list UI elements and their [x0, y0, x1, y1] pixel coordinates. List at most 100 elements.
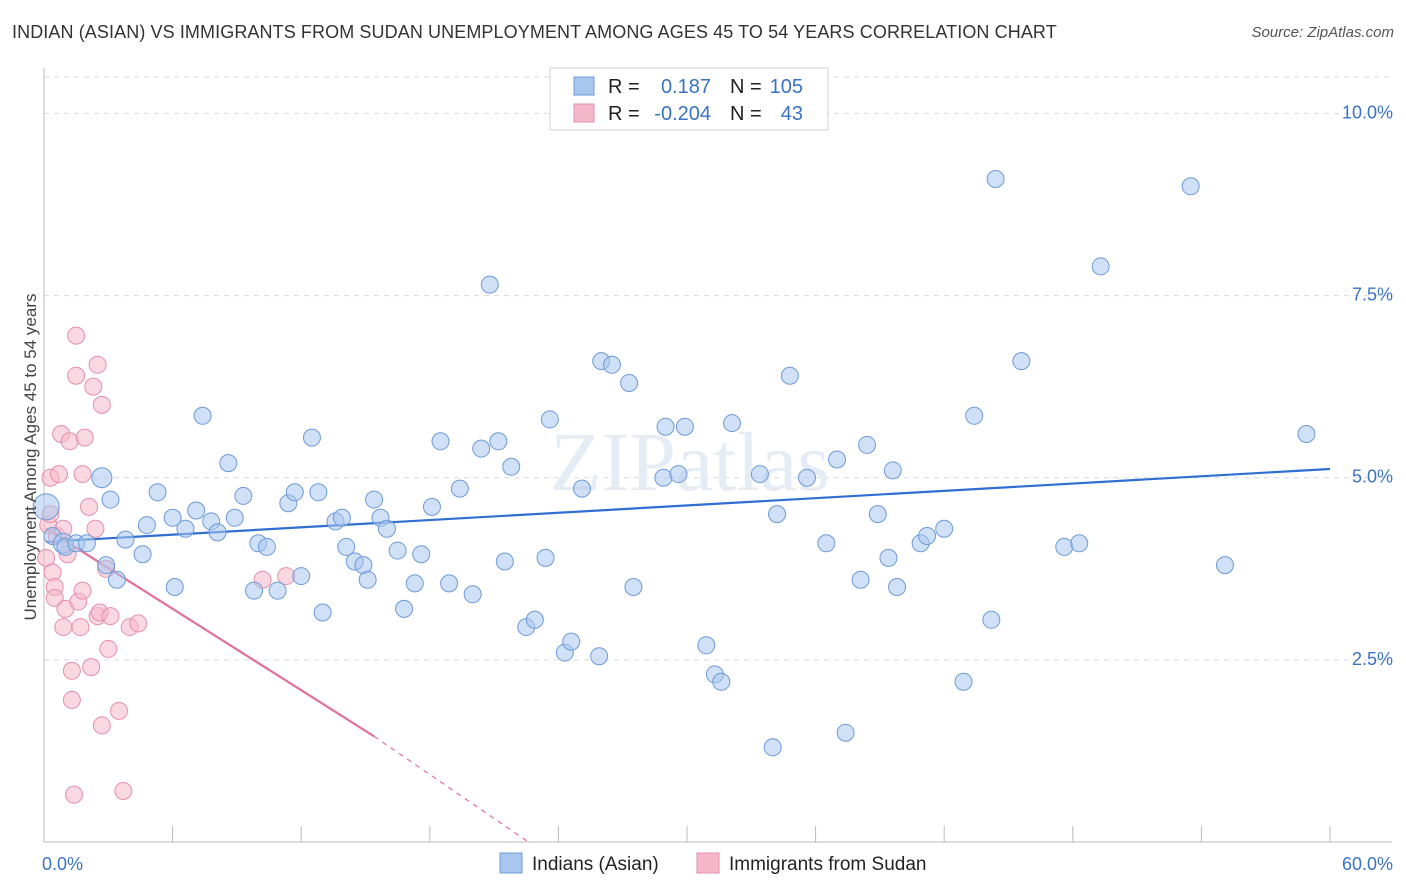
sudan-point-23 — [73, 581, 92, 600]
indian-point-0 — [32, 493, 60, 521]
indian-point-45 — [405, 574, 424, 593]
indian-point-104 — [1297, 425, 1316, 443]
indian-point-9 — [107, 570, 126, 589]
indian-point-72 — [675, 417, 694, 436]
indian-point-20 — [208, 523, 227, 542]
indian-point-92 — [918, 527, 937, 545]
indian-point-64 — [590, 647, 609, 666]
bottom-legend-swatch-blue — [499, 852, 523, 874]
indian-point-7 — [97, 556, 116, 575]
indian-point-63 — [572, 479, 591, 498]
indian-point-27 — [268, 581, 287, 600]
indian-point-26 — [257, 537, 276, 556]
indian-point-56 — [502, 457, 521, 476]
indian-point-75 — [712, 672, 731, 691]
top-legend: R = 0.187 N = 105 R = -0.204 N = 43 — [549, 67, 829, 131]
y-tick-label-1: 5.0% — [1352, 467, 1393, 487]
indian-point-93 — [935, 519, 954, 538]
sudan-point-29 — [88, 355, 107, 374]
sudan-point-14 — [60, 432, 79, 451]
sudan-trend-extension — [373, 735, 529, 843]
indian-point-70 — [656, 417, 675, 436]
indian-point-18 — [193, 406, 212, 425]
indian-point-13 — [148, 483, 167, 502]
source-label: Source: ZipAtlas.com — [1251, 24, 1394, 41]
sudan-point-36 — [101, 607, 120, 626]
sudan-point-21 — [71, 618, 90, 637]
indian-point-21 — [219, 454, 238, 473]
sudan-point-27 — [84, 377, 103, 396]
indian-point-8 — [101, 490, 120, 509]
indian-point-55 — [495, 552, 514, 571]
sudan-point-37 — [110, 701, 129, 720]
indian-point-50 — [450, 479, 469, 498]
sudan-point-26 — [82, 658, 101, 677]
indian-point-36 — [337, 537, 356, 556]
indian-point-101 — [1091, 257, 1110, 276]
sudan-point-19 — [67, 366, 86, 385]
indian-point-31 — [302, 428, 321, 447]
sudan-point-8 — [50, 465, 69, 484]
indian-point-67 — [620, 374, 639, 392]
legend-r-value-2: -0.204 — [654, 103, 711, 125]
indian-point-24 — [245, 581, 264, 600]
indian-point-86 — [858, 435, 877, 454]
y-tick-label-0: 2.5% — [1352, 649, 1393, 669]
sudan-point-22 — [73, 465, 92, 484]
indian-point-90 — [888, 578, 907, 596]
y-tick-labels: 2.5% 5.0% 7.5% 10.0% — [1342, 102, 1393, 668]
indian-point-96 — [982, 610, 1001, 629]
indian-point-35 — [332, 508, 351, 527]
bottom-legend-label-pink: Immigrants from Sudan — [729, 854, 926, 875]
legend-n-label-2: N = — [730, 103, 762, 125]
indian-point-12 — [137, 516, 156, 535]
indian-point-73 — [697, 636, 716, 655]
indian-point-103 — [1215, 556, 1234, 575]
sudan-point-28 — [86, 519, 105, 538]
indian-point-99 — [1055, 537, 1074, 556]
legend-box — [549, 67, 829, 131]
indian-point-62 — [562, 632, 581, 651]
indian-point-102 — [1181, 177, 1200, 196]
indian-point-82 — [817, 534, 836, 553]
indian-point-54 — [489, 432, 508, 451]
indian-point-51 — [463, 585, 482, 604]
sudan-point-6 — [45, 588, 64, 607]
sudan-point-24 — [75, 428, 94, 447]
sudan-point-38 — [114, 782, 133, 800]
indian-point-66 — [602, 355, 621, 374]
sudan-point-18 — [67, 326, 86, 345]
indian-point-53 — [480, 275, 499, 294]
indian-point-71 — [669, 465, 688, 484]
bottom-legend: Indians (Asian) Immigrants from Sudan — [499, 852, 926, 875]
indian-point-68 — [624, 578, 643, 596]
legend-swatch-pink — [573, 103, 595, 123]
sudan-point-40 — [129, 614, 148, 633]
indian-point-89 — [883, 461, 902, 480]
legend-n-label-1: N = — [730, 76, 762, 98]
y-tick-label-3: 10.0% — [1342, 102, 1393, 122]
sudan-point-17 — [65, 785, 84, 804]
indian-points — [32, 170, 1316, 757]
legend-n-value-1: 105 — [770, 76, 803, 98]
indian-point-23 — [234, 486, 253, 505]
indian-point-83 — [828, 450, 847, 469]
x-tick-label-start: 0.0% — [42, 854, 83, 874]
indian-point-76 — [723, 414, 742, 433]
axes — [43, 68, 1392, 843]
sudan-point-32 — [92, 395, 111, 414]
sudan-trend-line — [45, 527, 375, 738]
indian-point-39 — [358, 570, 377, 589]
indian-point-95 — [965, 406, 984, 425]
legend-swatch-blue — [573, 76, 595, 96]
bottom-legend-label-blue: Indians (Asian) — [532, 854, 659, 875]
indian-point-30 — [292, 567, 311, 586]
indian-point-81 — [798, 468, 817, 487]
indian-point-77 — [750, 465, 769, 484]
sudan-point-16 — [62, 690, 81, 709]
indian-point-49 — [440, 574, 459, 593]
sudan-point-25 — [80, 497, 99, 516]
indian-point-44 — [395, 599, 414, 618]
indian-point-59 — [536, 548, 555, 567]
